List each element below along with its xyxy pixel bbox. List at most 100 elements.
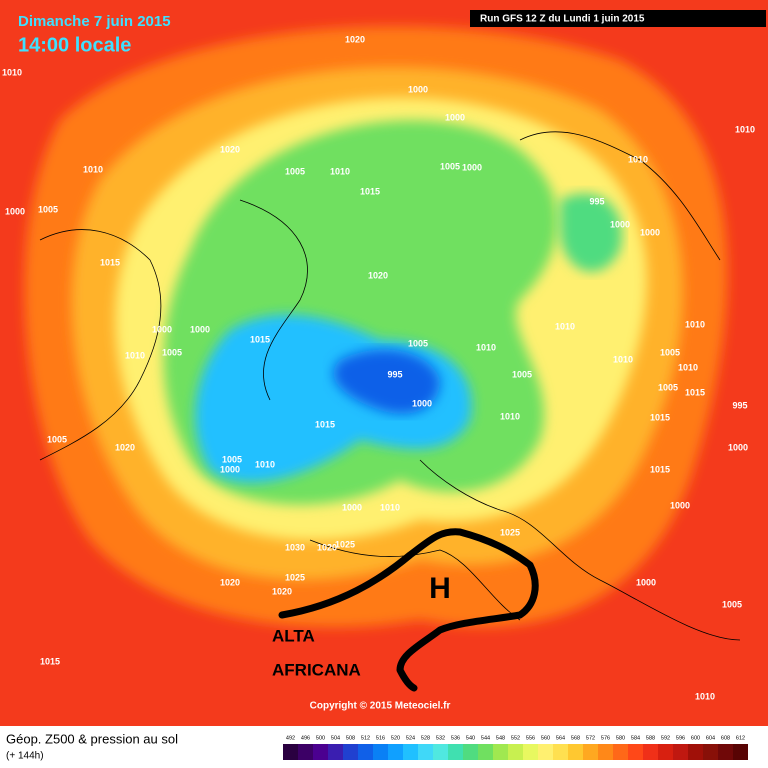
isobar-label: 1005 (722, 599, 742, 609)
isobar-label: 1015 (360, 186, 380, 196)
scale-label: 508 (346, 735, 355, 741)
isobar-label: 1015 (650, 412, 670, 422)
isobar-label: 1015 (100, 257, 120, 267)
isobar-label: 1000 (640, 227, 660, 237)
isobar-label: 1010 (628, 154, 648, 164)
isobar-label: 1000 (152, 324, 172, 334)
isobar-label: 1015 (685, 387, 705, 397)
isobar-label: 1015 (315, 419, 335, 429)
isobar-label: 1005 (47, 434, 67, 444)
isobar-label: 1000 (412, 398, 432, 408)
scale-label: 504 (331, 735, 340, 741)
footer-title: Géop. Z500 & pression au sol (6, 731, 178, 746)
isobar-label: 1000 (445, 112, 465, 122)
isobar-label: 1005 (512, 369, 532, 379)
scale-swatch (643, 744, 658, 760)
date-label: Dimanche 7 juin 2015 (18, 13, 171, 30)
isobar-label: 1000 (220, 464, 240, 474)
scale-swatch (553, 744, 568, 760)
scale-swatch (298, 744, 313, 760)
scale-swatch (418, 744, 433, 760)
scale-label: 604 (706, 735, 715, 741)
color-scale: 492 496 500 504 508 512 516 520 524 528 532 536 540 5… (283, 735, 748, 760)
scale-label: 528 (421, 735, 430, 741)
scale-swatch (718, 744, 733, 760)
scale-label: 560 (541, 735, 550, 741)
coastlines (39, 131, 741, 641)
run-label: Run GFS 12 Z du Lundi 1 juin 2015 (480, 14, 645, 25)
isobar-label: 1025 (335, 539, 355, 549)
scale-swatch (373, 744, 388, 760)
isobar-label: 995 (589, 196, 604, 206)
isobar-label: 1020 (272, 586, 292, 596)
isobar-label: 1015 (250, 334, 270, 344)
isobar-label: 1025 (285, 572, 305, 582)
isobar-label: 1000 (342, 502, 362, 512)
isobar-label: 1010 (83, 164, 103, 174)
isobar-label: 1010 (555, 321, 575, 331)
scale-label: 584 (631, 735, 640, 741)
isobar-label: 1015 (40, 656, 60, 666)
scale-label: 532 (436, 735, 445, 741)
scale-swatch (628, 744, 643, 760)
scale-swatch (313, 744, 328, 760)
isobar-label: 1005 (38, 204, 58, 214)
scale-label: 568 (571, 735, 580, 741)
isobar-label: 1030 (285, 542, 305, 552)
scale-label: 496 (301, 735, 310, 741)
scale-swatch (448, 744, 463, 760)
time-label: 14:00 locale (18, 34, 131, 56)
isobar-label: 1005 (162, 347, 182, 357)
scale-label: 548 (496, 735, 505, 741)
scale-swatch (673, 744, 688, 760)
scale-label: 564 (556, 735, 565, 741)
scale-label: 492 (286, 735, 295, 741)
isobar-label: 995 (732, 400, 747, 410)
scale-swatch (343, 744, 358, 760)
isobar-label: 1015 (650, 464, 670, 474)
scale-label: 520 (391, 735, 400, 741)
isobar-label: 1010 (685, 319, 705, 329)
scale-label: 536 (451, 735, 460, 741)
scale-swatch (688, 744, 703, 760)
isobar-label: 1000 (462, 162, 482, 172)
isobar-label: 1000 (5, 206, 25, 216)
isobar-label: 1010 (500, 411, 520, 421)
annotation-text: ALTA (272, 626, 315, 645)
isobar-label: 1000 (670, 500, 690, 510)
isobar-label: 1025 (500, 527, 520, 537)
scale-swatch (598, 744, 613, 760)
isobar-label: 1000 (636, 577, 656, 587)
isobar-label: 1010 (613, 354, 633, 364)
isobar-label: 1010 (380, 502, 400, 512)
isobar-label: 1005 (440, 161, 460, 171)
isobar-label: 1010 (476, 342, 496, 352)
isobar-label: 1005 (222, 454, 242, 464)
isobar-label: 995 (387, 369, 402, 379)
scale-label: 500 (316, 735, 325, 741)
scale-label: 600 (691, 735, 700, 741)
isobar-label: 1000 (728, 442, 748, 452)
scale-swatch (658, 744, 673, 760)
scale-swatch (583, 744, 598, 760)
scale-label: 588 (646, 735, 655, 741)
run-banner (470, 10, 766, 27)
scale-swatch (283, 744, 298, 760)
isobar-label: 1000 (190, 324, 210, 334)
scale-swatch (358, 744, 373, 760)
scale-swatch (388, 744, 403, 760)
isobar-label: 1010 (678, 362, 698, 372)
isobar-label: 1005 (660, 347, 680, 357)
isobar-label: 1020 (220, 577, 240, 587)
scale-swatch (463, 744, 478, 760)
isobar-label: 1010 (255, 459, 275, 469)
isobar-label: 1005 (285, 166, 305, 176)
scale-swatch (568, 744, 583, 760)
isobar-label: 1010 (735, 124, 755, 134)
scale-swatch (328, 744, 343, 760)
scale-swatch (613, 744, 628, 760)
scale-swatch (478, 744, 493, 760)
footer-lead: (+ 144h) (6, 751, 44, 762)
